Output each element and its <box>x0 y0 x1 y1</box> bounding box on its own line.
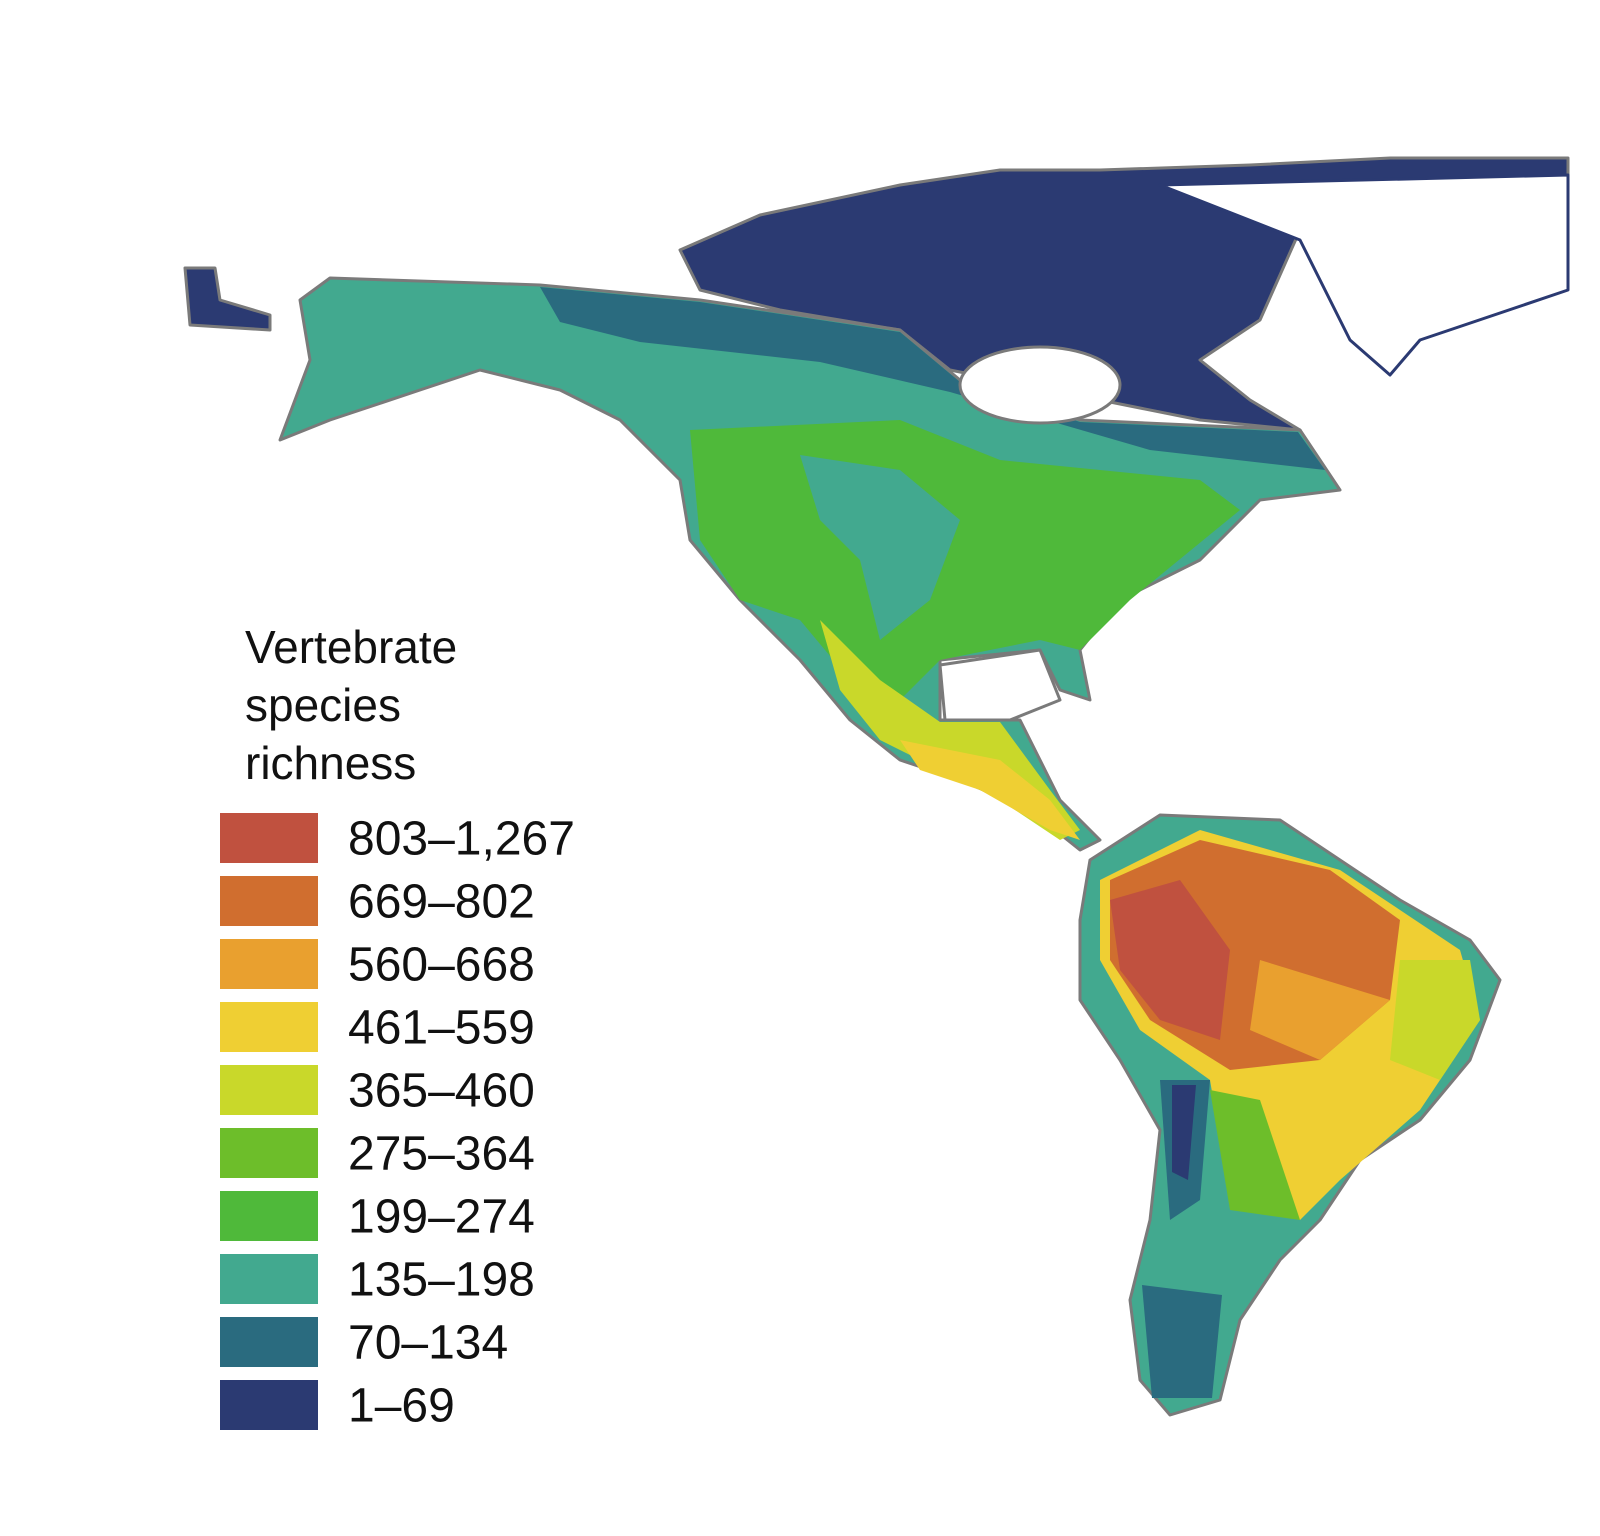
legend-label: 560–668 <box>348 939 535 992</box>
legend-swatch <box>220 1065 318 1115</box>
legend-label: 669–802 <box>348 876 535 929</box>
amazon-edge-zone <box>1250 960 1390 1060</box>
east-brazil-zone <box>1390 960 1480 1080</box>
western-amazon-zone <box>1110 880 1230 1040</box>
legend-label: 70–134 <box>348 1317 508 1370</box>
patagonia-zone <box>1142 1285 1222 1398</box>
central-america-zone <box>900 740 1080 840</box>
legend-label: 365–460 <box>348 1065 535 1118</box>
gulf-of-mexico <box>938 648 1062 722</box>
legend-swatch <box>220 1191 318 1241</box>
high-andes-zone <box>1172 1085 1196 1180</box>
legend-swatch <box>220 813 318 863</box>
legend-swatch <box>220 1380 318 1430</box>
legend-label: 135–198 <box>348 1254 535 1307</box>
legend-swatch <box>220 876 318 926</box>
legend-swatch <box>220 1317 318 1367</box>
cerrado-zone <box>1210 1090 1300 1220</box>
plains-zone <box>800 455 960 640</box>
legend-label: 275–364 <box>348 1128 535 1181</box>
legend-title: Vertebrate species richness <box>245 621 458 789</box>
legend: 803–1,267 669–802 560–668 461–559 365–460 275… <box>220 813 575 1433</box>
legend-swatch <box>220 939 318 989</box>
legend-label: 461–559 <box>348 1002 535 1055</box>
legend-swatch <box>220 1128 318 1178</box>
legend-label: 1–69 <box>348 1380 455 1433</box>
hudson-bay <box>958 345 1122 425</box>
greenland <box>1158 173 1570 377</box>
legend-label: 199–274 <box>348 1191 535 1244</box>
boreal-zone <box>540 287 1325 470</box>
aleutian-islands <box>183 266 272 332</box>
legend-swatch <box>220 1254 318 1304</box>
legend-label: 803–1,267 <box>348 813 575 866</box>
legend-swatch <box>220 1002 318 1052</box>
